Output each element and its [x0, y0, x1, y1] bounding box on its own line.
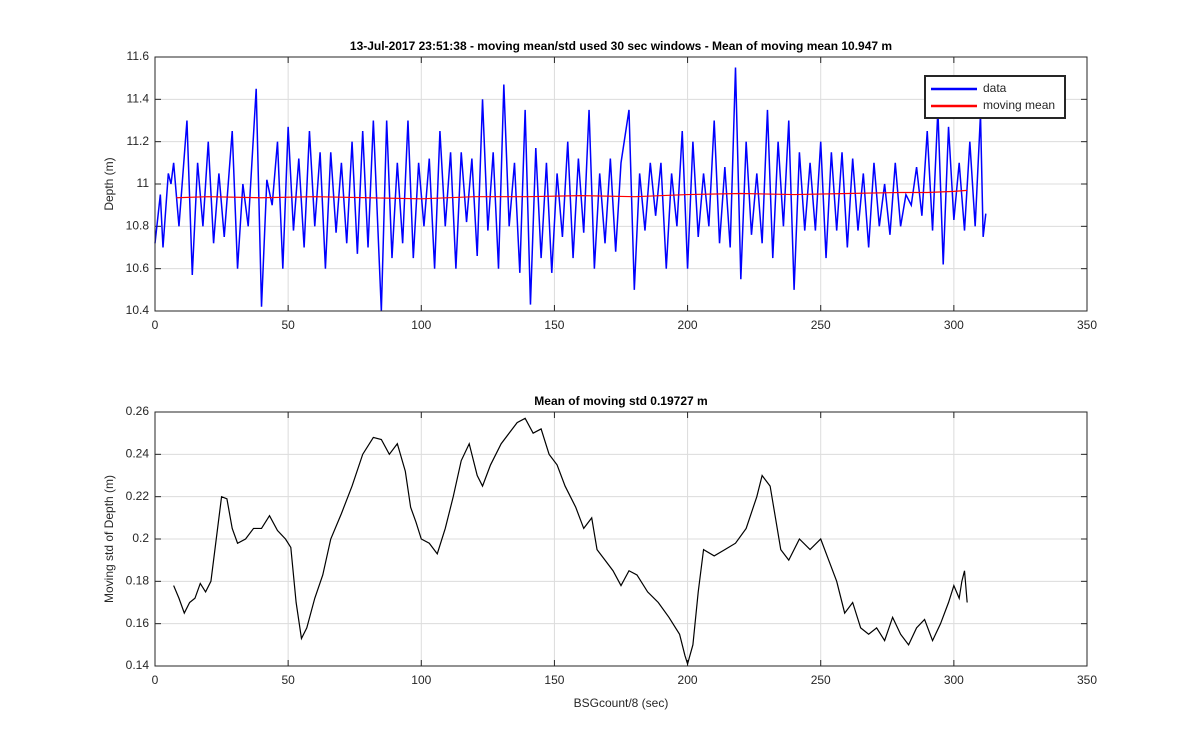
y-tick-label: 0.24: [126, 447, 150, 461]
x-tick-label: 300: [944, 318, 964, 332]
y-tick-label: 11.6: [127, 49, 150, 63]
axes-title: Mean of moving std 0.19727 m: [534, 394, 707, 408]
x-tick-label: 250: [811, 673, 831, 687]
y-tick-label: 11.4: [127, 92, 150, 106]
y-tick-label: 0.18: [126, 574, 150, 588]
x-tick-label: 100: [411, 318, 431, 332]
y-tick-label: 0.26: [126, 404, 150, 418]
x-tick-label: 350: [1077, 318, 1097, 332]
x-tick-label: 0: [152, 318, 159, 332]
x-tick-label: 300: [944, 673, 964, 687]
x-tick-label: 350: [1077, 673, 1097, 687]
y-tick-label: 11.2: [127, 134, 150, 148]
y-tick-label: 0.14: [126, 658, 150, 672]
axes-box: [154, 411, 1088, 667]
x-tick-label: 50: [281, 673, 295, 687]
y-tick-label: 0.22: [126, 489, 150, 503]
data-line: [154, 67, 987, 312]
y-tick-label: 10.4: [126, 303, 150, 317]
y-tick-label: 11: [137, 176, 150, 190]
y-axis-label: Moving std of Depth (m): [102, 475, 116, 603]
x-tick-label: 100: [411, 673, 431, 687]
axes-box: [154, 56, 1088, 312]
x-tick-label: 50: [281, 318, 295, 332]
y-tick-label: 10.6: [126, 261, 150, 275]
x-tick-label: 150: [544, 673, 564, 687]
x-tick-label: 0: [152, 673, 159, 687]
x-tick-label: 200: [678, 318, 698, 332]
data-line: [173, 417, 968, 666]
y-tick-label: 0.16: [126, 616, 150, 630]
legend-label: moving mean: [983, 98, 1055, 112]
x-tick-label: 250: [811, 318, 831, 332]
axes-title: 13-Jul-2017 23:51:38 - moving mean/std u…: [350, 39, 892, 53]
data-line: [176, 189, 968, 200]
x-tick-label: 150: [544, 318, 564, 332]
legend-label: data: [983, 81, 1007, 95]
y-tick-label: 0.2: [132, 531, 149, 545]
y-tick-label: 10.8: [126, 219, 150, 233]
x-axis-label: BSGcount/8 (sec): [574, 696, 669, 710]
x-tick-label: 200: [678, 673, 698, 687]
y-axis-label: Depth (m): [102, 157, 116, 210]
legend-box: [924, 75, 1066, 119]
